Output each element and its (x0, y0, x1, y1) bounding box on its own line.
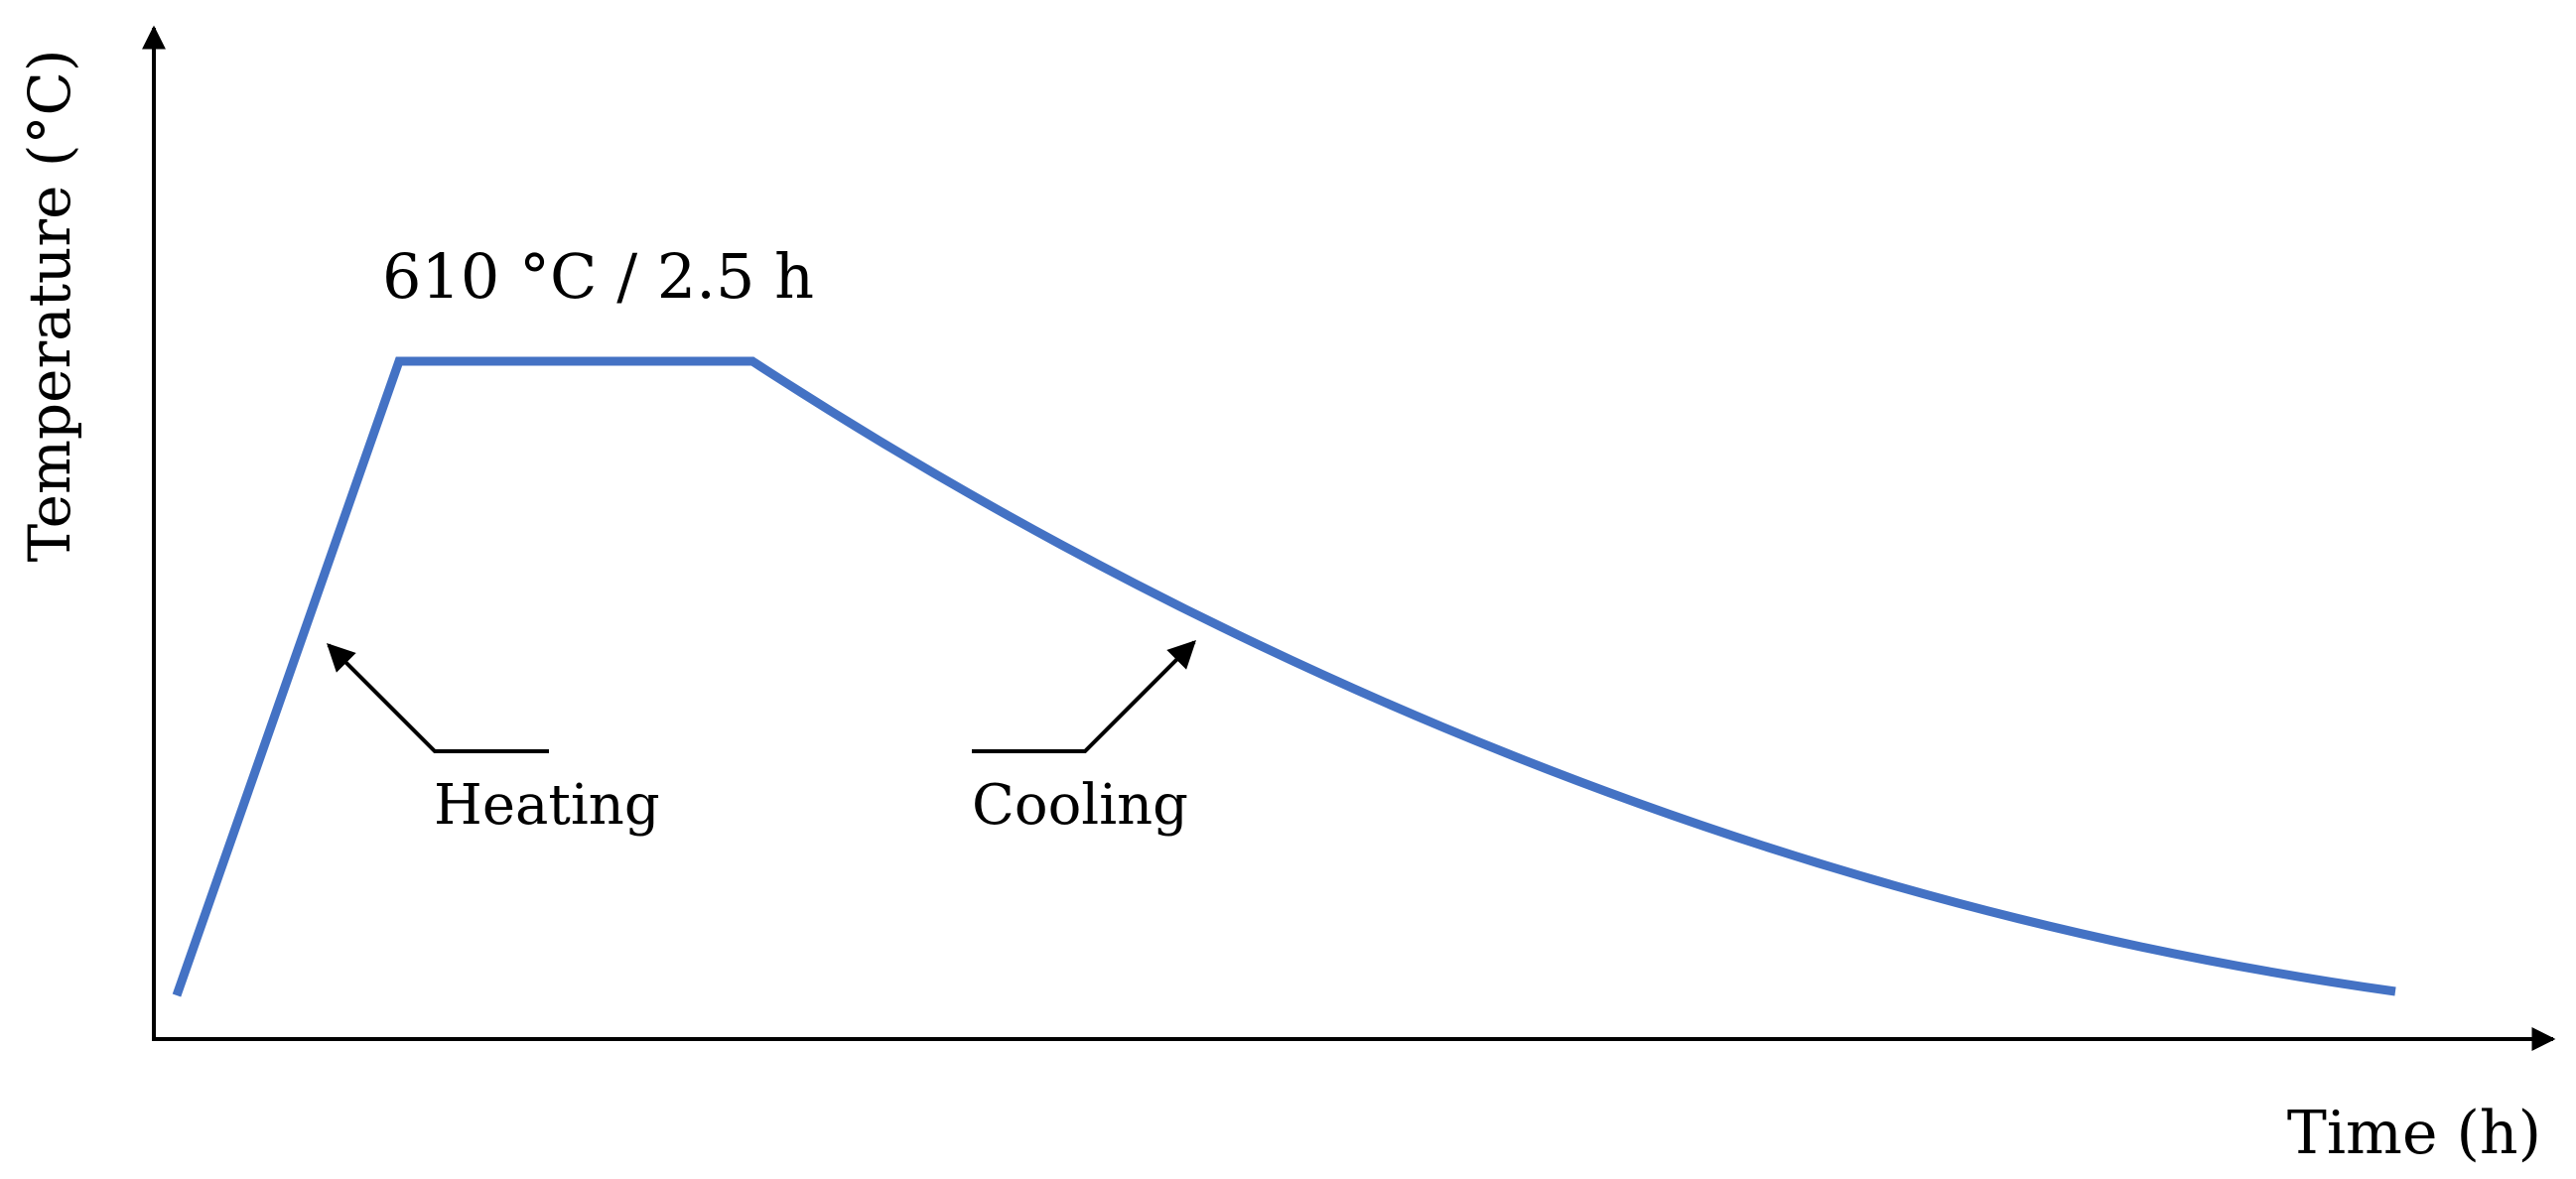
cooling-label: Cooling (972, 773, 1188, 838)
heating-label: Heating (434, 773, 660, 838)
temperature-profile-curve (172, 356, 2396, 997)
y-axis-label: Temperature (°C) (16, 49, 83, 562)
cooling-pointer (972, 640, 1196, 753)
hold-label: 610 °C / 2.5 h (382, 240, 814, 313)
x-axis-label: Time (h) (2287, 1099, 2541, 1168)
heating-pointer (327, 643, 549, 753)
